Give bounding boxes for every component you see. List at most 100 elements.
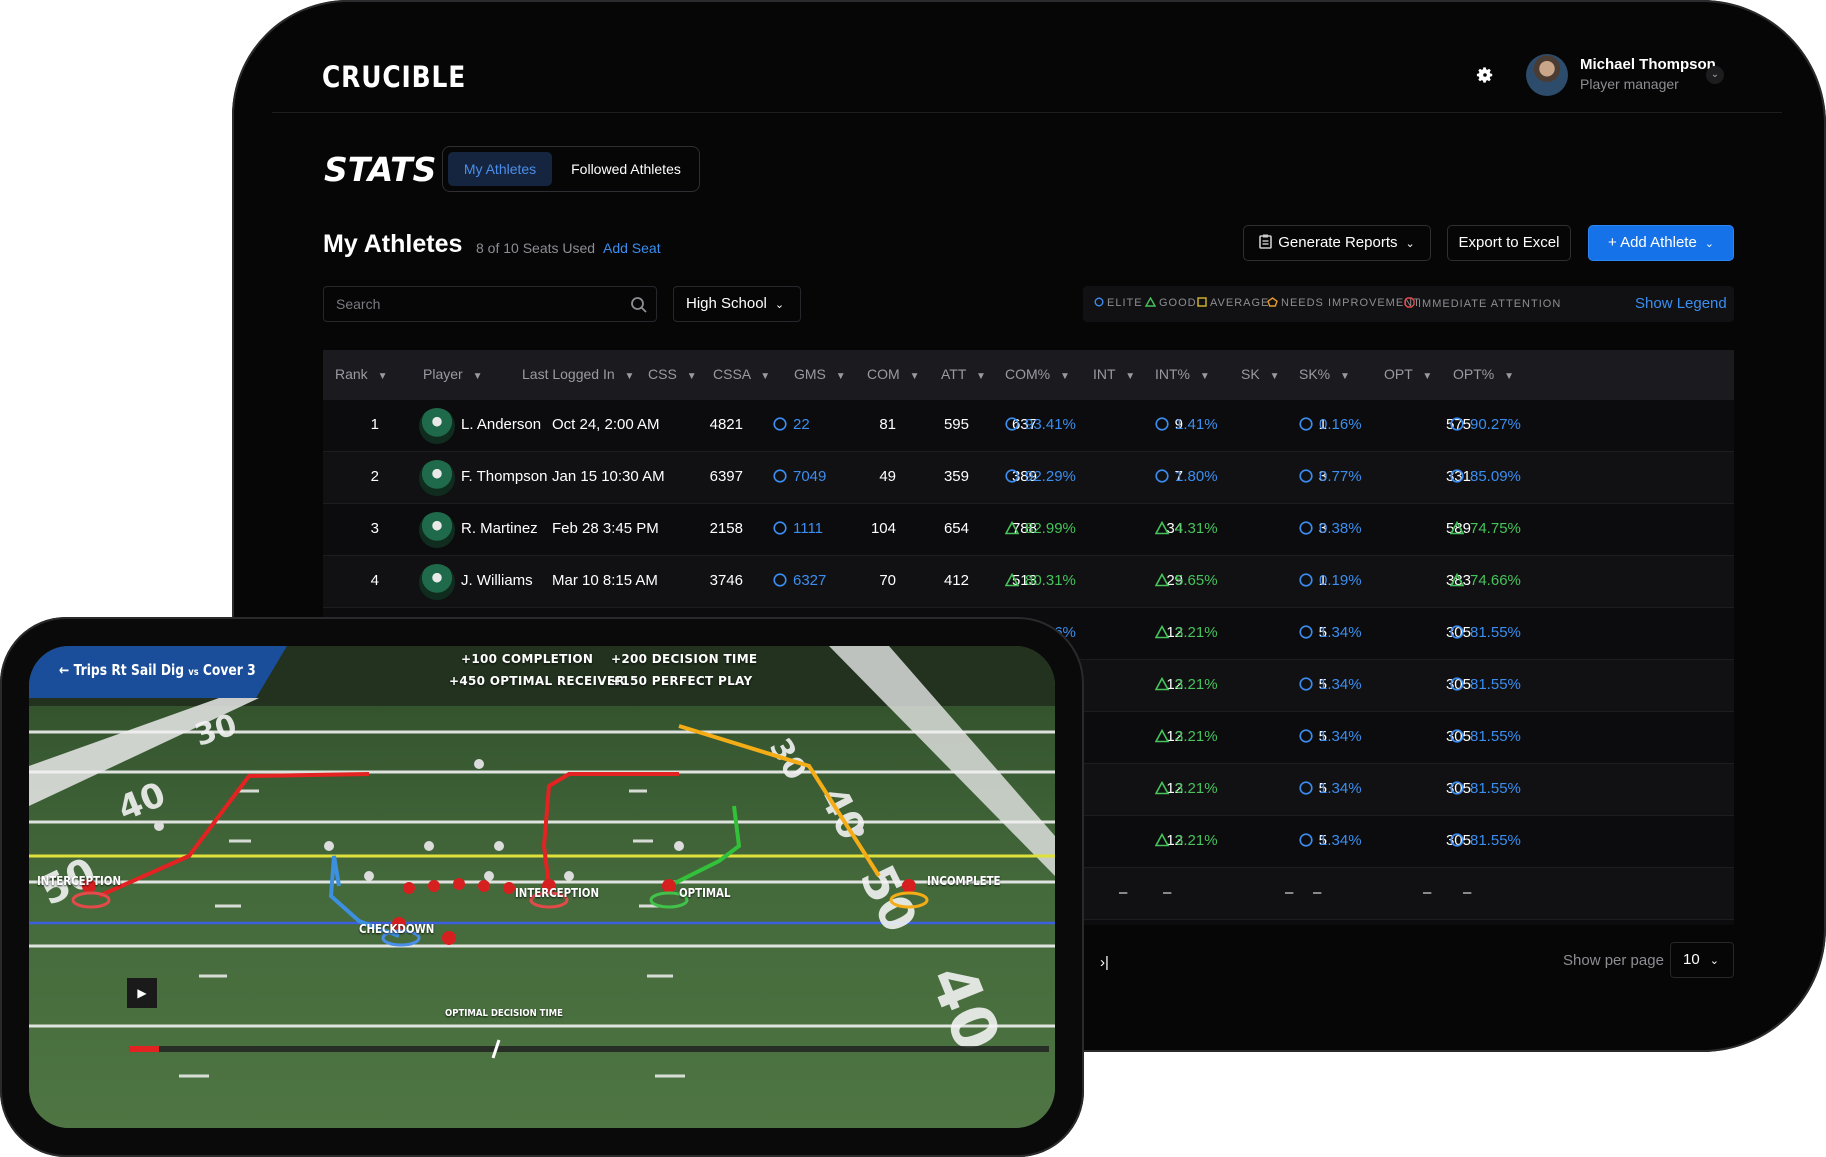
export-excel-button[interactable]: Export to Excel xyxy=(1447,225,1571,261)
circle-icon xyxy=(773,417,787,431)
filter-icon[interactable]: ▼ xyxy=(1060,371,1070,382)
triangle-icon xyxy=(1449,520,1465,535)
column-header-cssa[interactable]: CSSA ▼ xyxy=(713,366,771,382)
stat-badge: 80.31% xyxy=(1004,572,1076,589)
empty-cell: – xyxy=(1313,884,1322,901)
last-logged-in: Feb 28 3:45 PM xyxy=(552,520,659,537)
table-row[interactable]: 3 R. Martinez Feb 28 3:45 PM 2158 1111 104 654… xyxy=(323,504,1734,556)
search-field[interactable]: Search xyxy=(323,286,657,322)
filter-icon[interactable]: ▼ xyxy=(1422,371,1433,382)
last-page-button[interactable]: ›| xyxy=(1100,954,1109,971)
stat-badge-value: 1.34% xyxy=(1319,832,1362,849)
column-header-int[interactable]: INT ▼ xyxy=(1093,366,1136,382)
gear-icon[interactable] xyxy=(1476,66,1494,84)
column-header-opt-[interactable]: OPT% ▼ xyxy=(1453,366,1515,382)
game-screen[interactable]: 30 40 50 30 40 50 40 xyxy=(29,646,1055,1128)
filter-icon[interactable]: ▼ xyxy=(1269,371,1280,382)
filter-icon[interactable]: ▼ xyxy=(472,371,483,382)
filter-icon[interactable]: ▼ xyxy=(377,371,388,382)
outcome-label: INCOMPLETE xyxy=(927,874,1001,888)
table-row[interactable]: 4 J. Williams Mar 10 8:15 AM 3746 6327 70 412 5… xyxy=(323,556,1734,608)
circle-icon xyxy=(1299,417,1313,431)
filter-icon[interactable]: ▼ xyxy=(760,371,771,382)
filter-icon[interactable]: ▼ xyxy=(909,371,920,382)
per-page-select[interactable]: 10 ⌄ xyxy=(1670,942,1734,978)
search-input[interactable]: Search xyxy=(336,296,381,312)
column-header-sk[interactable]: SK ▼ xyxy=(1241,366,1280,382)
stat-badge: 3.21% xyxy=(1154,780,1218,797)
stat-badge: 7049 xyxy=(773,468,826,485)
column-header-css[interactable]: CSS ▼ xyxy=(648,366,697,382)
square-icon xyxy=(1197,297,1207,307)
column-header-com-[interactable]: COM% ▼ xyxy=(1005,366,1070,382)
filter-icon[interactable]: ▼ xyxy=(624,371,635,382)
app-logo[interactable]: CRUCIBLE xyxy=(322,60,467,94)
filter-icon[interactable]: ▼ xyxy=(1504,371,1515,382)
stat-badge-value: 6327 xyxy=(793,572,827,589)
show-legend-link[interactable]: Show Legend xyxy=(1635,295,1727,312)
filter-icon[interactable]: ▼ xyxy=(976,371,986,382)
table-row[interactable]: 1 L. Anderson Oct 24, 2:00 AM 4821 22 81 595 63… xyxy=(323,400,1734,452)
stat-badge-value: 7049 xyxy=(793,468,827,485)
stat-badge: 1.34% xyxy=(1299,832,1362,849)
stat-badge: 93.41% xyxy=(1005,416,1076,433)
filter-icon[interactable]: ▼ xyxy=(1125,371,1136,382)
circle-icon xyxy=(1299,573,1313,587)
int-cell: 12 xyxy=(1166,832,1183,849)
sk-cell: 5 xyxy=(1318,780,1327,797)
athlete-tabs: My Athletes Followed Athletes xyxy=(442,146,700,192)
stat-badge-value: 74.75% xyxy=(1470,520,1521,537)
search-icon[interactable] xyxy=(630,296,648,314)
circle-icon xyxy=(1299,469,1313,483)
stat-badge-value: 1.34% xyxy=(1319,728,1362,745)
stat-badge-value: 1.34% xyxy=(1319,624,1362,641)
column-header-sk-[interactable]: SK% ▼ xyxy=(1299,366,1350,382)
filter-icon[interactable]: ▼ xyxy=(686,371,697,382)
column-header-int-[interactable]: INT% ▼ xyxy=(1155,366,1210,382)
empty-cell: – xyxy=(1119,884,1128,901)
column-header-gms[interactable]: GMS ▼ xyxy=(794,366,846,382)
stat-badge: 1111 xyxy=(773,520,823,537)
filter-icon[interactable]: ▼ xyxy=(1340,371,1350,382)
table-row[interactable]: 2 F. Thompson Jan 15 10:30 AM 6397 7049 49 359… xyxy=(323,452,1734,504)
filter-icon[interactable]: ▼ xyxy=(835,371,846,382)
circle-icon xyxy=(1155,417,1169,431)
bonus-optimal-receiver: +450 OPTIMAL RECEIVER xyxy=(449,674,625,688)
play-button[interactable]: ▶ xyxy=(127,978,157,1008)
player-name: F. Thompson xyxy=(461,468,548,485)
column-header-att[interactable]: ATT ▼ xyxy=(941,366,986,382)
column-header-opt[interactable]: OPT ▼ xyxy=(1384,366,1433,382)
bonus-decision-time: +200 DECISION TIME xyxy=(611,652,758,666)
int-cell: 12 xyxy=(1166,780,1183,797)
level-select-value: High School xyxy=(686,295,767,312)
sk-cell: 5 xyxy=(1318,624,1327,641)
column-header-player[interactable]: Player ▼ xyxy=(423,366,483,382)
column-header-last-logged-in[interactable]: Last Logged In ▼ xyxy=(522,366,635,382)
legend-immediate-attention-label: IMMEDIATE ATTENTION xyxy=(1418,298,1562,310)
tab-my-athletes[interactable]: My Athletes xyxy=(448,152,552,186)
sk-cell: 5 xyxy=(1318,832,1327,849)
add-athlete-button[interactable]: + Add Athlete ⌄ xyxy=(1588,225,1734,261)
player-avatar[interactable] xyxy=(419,460,455,496)
page-title: STATS xyxy=(324,150,437,189)
generate-reports-button[interactable]: Generate Reports ⌄ xyxy=(1243,225,1431,261)
com-cell: 595 xyxy=(943,416,969,433)
gms-cell: 81 xyxy=(879,416,896,433)
circle-icon xyxy=(1450,469,1464,483)
stat-badge: 5.65% xyxy=(1154,572,1218,589)
player-avatar[interactable] xyxy=(419,408,455,444)
filter-icon[interactable]: ▼ xyxy=(1199,371,1210,382)
legend-average-label: AVERAGE xyxy=(1210,297,1270,309)
player-avatar[interactable] xyxy=(419,512,455,548)
column-header-rank[interactable]: Rank ▼ xyxy=(335,366,388,382)
level-select[interactable]: High School ⌄ xyxy=(673,286,801,322)
user-avatar[interactable] xyxy=(1526,54,1568,96)
triangle-icon xyxy=(1449,572,1465,587)
column-header-com[interactable]: COM ▼ xyxy=(867,366,920,382)
chevron-down-icon[interactable]: ⌄ xyxy=(1706,66,1724,84)
player-avatar[interactable] xyxy=(419,564,455,600)
add-seat-link[interactable]: Add Seat xyxy=(603,240,661,256)
triangle-icon xyxy=(1154,624,1170,639)
tab-followed-athletes[interactable]: Followed Athletes xyxy=(571,161,681,177)
